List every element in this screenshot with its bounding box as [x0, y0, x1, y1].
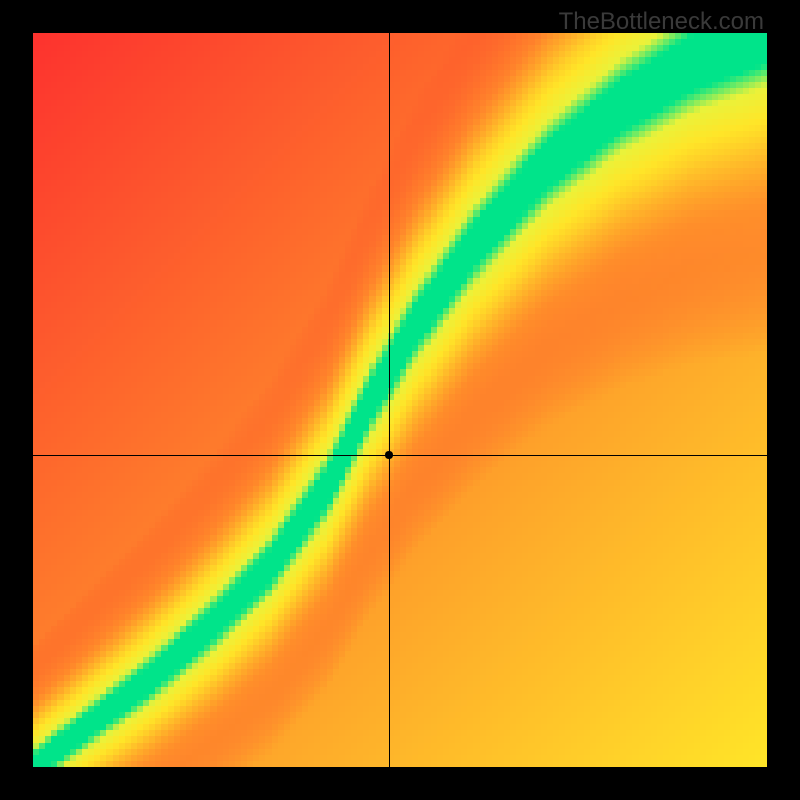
watermark-text: TheBottleneck.com	[559, 8, 764, 36]
bottleneck-heatmap	[0, 0, 800, 800]
